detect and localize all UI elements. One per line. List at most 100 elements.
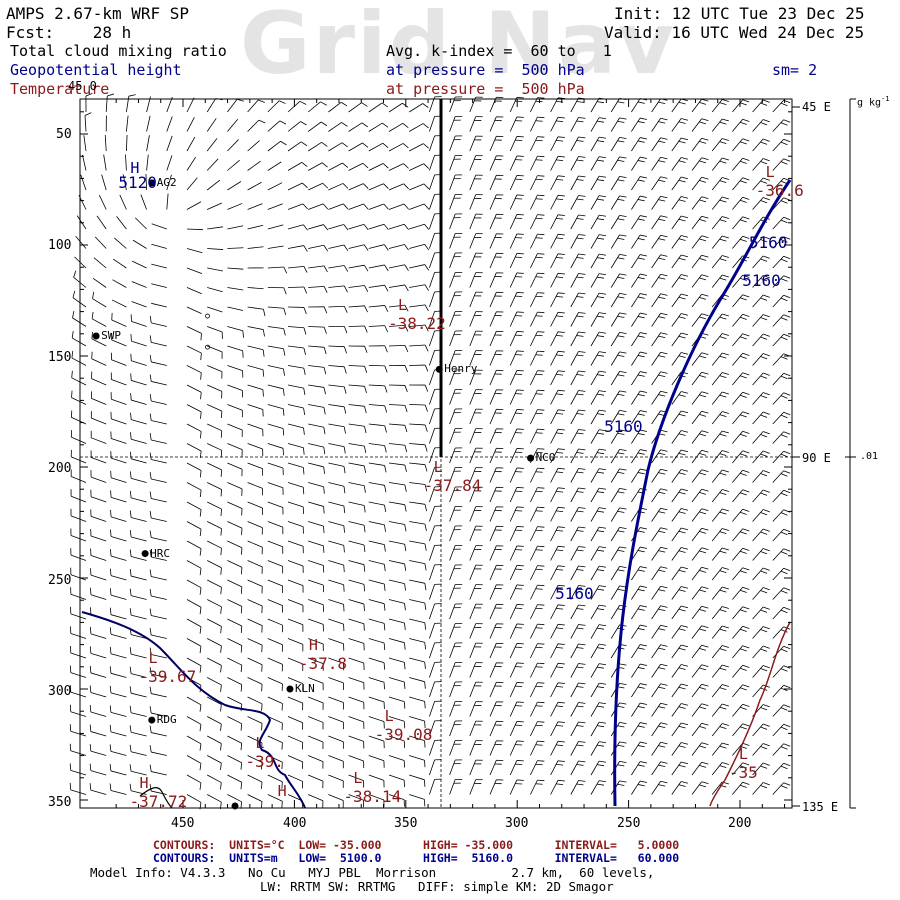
wind-barb bbox=[247, 755, 263, 763]
wind-barb-flag bbox=[619, 526, 627, 530]
wind-barb bbox=[429, 759, 435, 776]
forecast-hour: Fcst: 28 h bbox=[6, 23, 132, 42]
wind-barb-flag bbox=[739, 297, 747, 301]
wind-barb bbox=[509, 428, 518, 444]
wind-barb bbox=[247, 181, 262, 191]
wind-barb bbox=[186, 482, 202, 491]
wind-barb bbox=[530, 370, 538, 386]
wind-barb-flag bbox=[678, 355, 686, 358]
wind-barb-flag bbox=[384, 325, 389, 333]
wind-barb bbox=[207, 618, 222, 627]
wind-barb bbox=[111, 379, 127, 386]
wind-barb-flag bbox=[598, 253, 607, 256]
wind-barb-flag bbox=[535, 373, 543, 376]
field-geopotential: Geopotential height bbox=[10, 61, 182, 79]
wind-barb-flag bbox=[535, 471, 543, 473]
wind-barb-flag bbox=[722, 216, 729, 219]
wind-barb bbox=[772, 333, 784, 347]
wind-barb-flag bbox=[699, 726, 707, 729]
wind-barb bbox=[227, 774, 242, 783]
wind-barb-flag bbox=[660, 741, 668, 745]
wind-barb bbox=[651, 274, 661, 288]
wind-barb bbox=[308, 182, 323, 191]
corner-label: 45 0 bbox=[68, 79, 97, 93]
wind-barb-flag bbox=[681, 313, 689, 316]
wind-barb bbox=[732, 586, 743, 600]
wind-barb bbox=[752, 762, 764, 776]
wind-barb bbox=[752, 470, 764, 483]
wind-barb bbox=[267, 755, 283, 763]
wind-barb-flag bbox=[343, 203, 349, 210]
wind-barb bbox=[308, 203, 324, 210]
wind-barb bbox=[429, 330, 435, 347]
wind-barb-flag bbox=[617, 783, 625, 786]
wind-barb-flag bbox=[596, 764, 605, 767]
wind-barb bbox=[328, 462, 345, 467]
wind-barb bbox=[610, 390, 620, 405]
wind-barb bbox=[328, 122, 342, 132]
wind-barb-flag bbox=[660, 117, 668, 121]
wind-barb-flag bbox=[383, 583, 386, 592]
wind-barb bbox=[91, 378, 107, 386]
wind-barbs bbox=[69, 93, 791, 810]
wind-barb bbox=[509, 311, 518, 327]
wind-barb bbox=[131, 419, 147, 425]
wind-barb bbox=[691, 566, 702, 581]
wind-barb bbox=[110, 575, 127, 581]
wind-barb-flag bbox=[681, 547, 689, 550]
temperature-label: -39.67 bbox=[138, 667, 197, 687]
wind-barb-flag bbox=[262, 369, 265, 377]
wind-barb bbox=[328, 774, 344, 782]
wind-barb bbox=[308, 540, 324, 547]
wind-barb-flag bbox=[722, 469, 729, 473]
wind-barb-flag bbox=[556, 685, 564, 688]
wind-barb-flag bbox=[340, 101, 348, 107]
wind-barb bbox=[530, 721, 538, 737]
wind-barb-flag bbox=[424, 304, 429, 312]
wind-barb-flag bbox=[760, 492, 768, 496]
wind-barb bbox=[732, 664, 743, 678]
wind-barb-flag bbox=[640, 702, 648, 705]
wind-barb bbox=[409, 404, 426, 406]
wind-barb bbox=[409, 677, 425, 683]
wind-barb-flag bbox=[598, 312, 607, 315]
wind-barb-flag bbox=[556, 354, 564, 356]
wind-barb-flag bbox=[402, 123, 409, 128]
wind-barb bbox=[308, 657, 324, 665]
wind-barb-flag bbox=[760, 336, 768, 340]
wind-barb-flag bbox=[576, 783, 584, 786]
wind-barb-flag bbox=[89, 685, 92, 693]
wind-barb-flag bbox=[220, 548, 222, 556]
wind-barb-flag bbox=[361, 122, 368, 128]
wind-barb bbox=[267, 345, 284, 350]
wind-barb bbox=[287, 182, 303, 191]
wind-barb bbox=[711, 255, 723, 269]
wind-barb bbox=[267, 657, 283, 665]
wind-barb bbox=[429, 194, 435, 210]
wind-barb bbox=[287, 618, 304, 626]
wind-barb-flag bbox=[596, 783, 605, 786]
wind-barb bbox=[368, 203, 384, 210]
wind-barb-flag bbox=[424, 444, 428, 452]
wind-barb-flag bbox=[701, 98, 709, 102]
wind-barb bbox=[186, 117, 195, 132]
wind-barb-flag bbox=[760, 590, 768, 594]
wind-barb-flag bbox=[130, 412, 132, 420]
wind-barb bbox=[711, 703, 723, 717]
wind-barb bbox=[70, 672, 87, 678]
wind-barb bbox=[469, 623, 477, 639]
wind-barb-flag bbox=[619, 370, 627, 374]
wind-barb bbox=[328, 244, 345, 249]
wind-barb bbox=[570, 175, 579, 191]
wind-barb bbox=[752, 665, 764, 678]
wind-barb-flag bbox=[341, 122, 348, 127]
wind-barb bbox=[227, 384, 243, 391]
wind-barb-flag bbox=[681, 176, 689, 180]
wind-barb-flag bbox=[149, 764, 152, 772]
wind-barb bbox=[469, 272, 477, 288]
wind-barb-flag bbox=[739, 589, 747, 593]
wind-barb bbox=[110, 751, 127, 756]
wind-barb-flag bbox=[576, 432, 584, 435]
wind-barb-flag bbox=[681, 430, 689, 433]
wind-barb-flag bbox=[678, 101, 686, 105]
